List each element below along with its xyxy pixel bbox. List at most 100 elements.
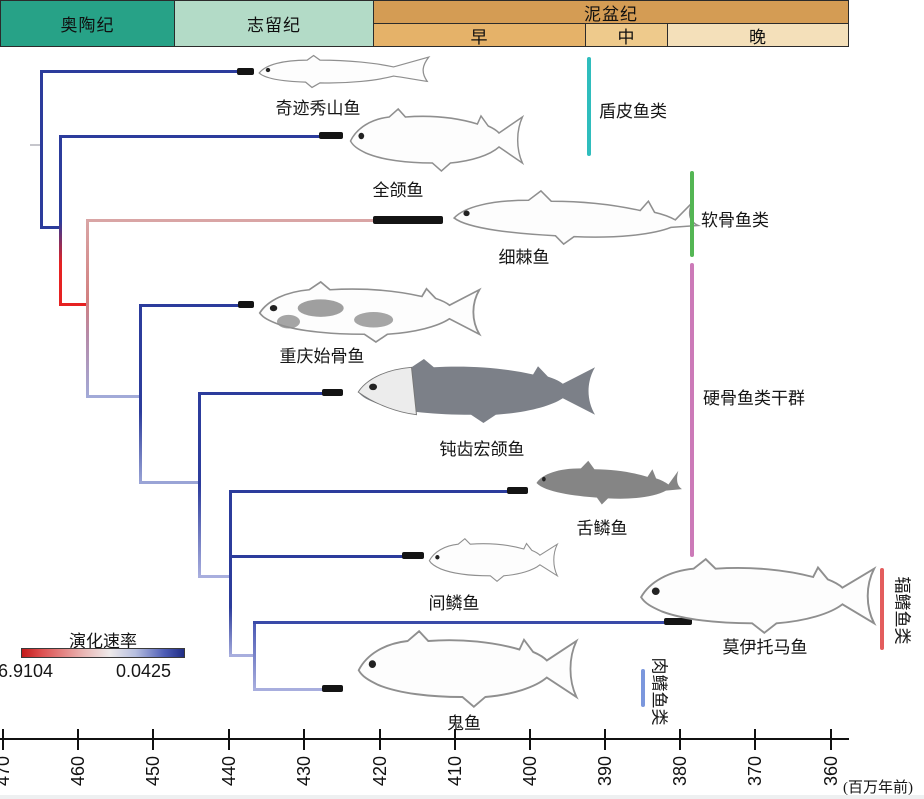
axis-tick-label: 440 — [218, 755, 239, 787]
legend-min-value: 0.0425 — [116, 661, 172, 681]
axis-tick — [830, 729, 832, 750]
fish-illustration-xiushanyu — [258, 54, 430, 89]
axis-tick-label: 450 — [142, 755, 163, 787]
axis-tick-label: 460 — [67, 755, 88, 787]
tree-branch-dunchihonghe — [198, 392, 323, 395]
fish-illustration-xijiyu — [453, 190, 699, 245]
time-axis-line — [0, 738, 849, 740]
taxon-label-jianlinyu: 间鳞鱼 — [428, 594, 480, 613]
tree-branch — [229, 654, 256, 657]
group-line-actinopterygians — [880, 568, 884, 650]
axis-tick — [303, 729, 305, 750]
axis-tick — [754, 729, 756, 750]
group-label-stem-osteichthyans: 硬骨鱼类干群 — [703, 389, 805, 408]
axis-tick — [77, 729, 79, 750]
fish-illustration-shelinyu — [536, 460, 682, 505]
tree-branch — [40, 71, 43, 229]
axis-tick-label: 410 — [444, 755, 465, 787]
axis-tick-label: 430 — [293, 755, 314, 787]
tree-branch — [59, 303, 89, 306]
period-devonian-label: 泥盆纪 — [584, 4, 638, 24]
period-silurian: 志留纪 — [174, 0, 374, 47]
fossil-bar-moyituomayu — [664, 618, 692, 625]
axis-tick-label: 420 — [369, 755, 390, 787]
legend-gradient-bar — [21, 648, 185, 658]
group-line-placoderms — [587, 57, 591, 156]
fossil-bar-xijiyu — [373, 216, 443, 224]
axis-tick — [604, 729, 606, 750]
taxon-label-chongqingshiguyu: 重庆始骨鱼 — [279, 347, 365, 366]
tree-branch-jianlinyu — [229, 555, 403, 558]
tree-branch — [86, 220, 89, 398]
tree-branch — [139, 481, 201, 484]
fossil-bar-chongqingshiguyu — [238, 301, 254, 308]
axis-tick — [679, 729, 681, 750]
tree-branch-xijiyu — [86, 219, 374, 222]
group-label-chondrichthyans: 软骨鱼类 — [701, 211, 769, 230]
axis-tick-label: 400 — [519, 755, 540, 787]
axis-tick-label: 390 — [594, 755, 615, 787]
tree-branch — [229, 491, 232, 657]
period-ordovician: 奥陶纪 — [0, 0, 175, 47]
tree-branch — [59, 136, 62, 306]
axis-tick — [454, 729, 456, 750]
group-label-placoderms: 盾皮鱼类 — [599, 102, 667, 121]
taxon-label-xijiyu: 细棘鱼 — [498, 248, 550, 267]
taxon-label-moyituomayu: 莫伊托马鱼 — [722, 638, 808, 657]
stage-early-label: 早 — [470, 27, 489, 47]
group-line-chondrichthyans — [690, 171, 694, 257]
root-stub — [30, 144, 41, 146]
tree-branch-quanheyu — [59, 135, 320, 138]
tree-branch — [198, 575, 232, 578]
tree-branch-guiyu — [253, 688, 323, 691]
tree-branch — [253, 622, 256, 690]
group-label-actinopterygians: 辐鳍鱼类 — [892, 576, 912, 645]
group-line-sarcopterygians — [641, 669, 645, 707]
axis-tick-label: 380 — [669, 755, 690, 787]
tree-branch — [40, 226, 62, 229]
fish-illustration-chongqingshiguyu — [258, 281, 481, 343]
axis-tick — [529, 729, 531, 750]
fossil-bar-jianlinyu — [402, 552, 424, 559]
stage-late-devonian: 晚 — [667, 23, 849, 47]
group-line-stem-osteichthyans — [690, 263, 694, 557]
axis-tick — [2, 729, 4, 750]
fossil-bar-shelinyu — [507, 487, 528, 494]
tree-branch-shelinyu — [229, 490, 508, 493]
tree-branch — [86, 395, 141, 398]
fish-illustration-moyituomayu — [640, 558, 876, 634]
fossil-bar-dunchihonghe — [322, 389, 343, 396]
legend-max-value: 6.9104 — [0, 661, 54, 681]
stage-middle-label: 中 — [617, 27, 636, 47]
axis-tick — [379, 729, 381, 750]
group-label-sarcopterygians: 肉鳍鱼类 — [649, 657, 669, 726]
taxon-label-guiyu: 鬼鱼 — [447, 714, 481, 733]
axis-tick-label: 470 — [0, 755, 13, 787]
axis-tick — [228, 729, 230, 750]
fossil-bar-guiyu — [322, 685, 343, 692]
tree-branch-xiushanyu — [40, 70, 238, 73]
period-devonian: 泥盆纪 — [373, 0, 849, 24]
fossil-bar-xiushanyu — [237, 68, 254, 75]
axis-unit-label: (百万年前) — [843, 780, 913, 796]
tree-branch — [198, 393, 201, 577]
stage-middle-devonian: 中 — [585, 23, 668, 47]
axis-tick — [152, 729, 154, 750]
tree-branch-chongqingshiguyu — [139, 304, 239, 307]
fossil-bar-quanheyu — [319, 132, 343, 139]
taxon-label-shelinyu: 舌鳞鱼 — [576, 519, 628, 538]
fish-illustration-guiyu — [357, 630, 578, 708]
period-ordovician-label: 奥陶纪 — [60, 16, 115, 35]
stage-late-label: 晚 — [749, 27, 767, 47]
fish-illustration-quanheyu — [349, 108, 524, 172]
bottom-edge-strip — [0, 795, 924, 799]
stage-early-devonian: 早 — [373, 23, 586, 47]
taxon-label-dunchihonghe: 钝齿宏颌鱼 — [439, 440, 525, 459]
tree-branch — [139, 305, 142, 483]
axis-tick-label: 370 — [744, 755, 765, 787]
fish-illustration-jianlinyu — [428, 538, 558, 582]
taxon-label-quanheyu: 全颌鱼 — [372, 181, 424, 200]
legend-title: 演化速率 — [69, 632, 137, 651]
period-silurian-label: 志留纪 — [247, 16, 301, 35]
